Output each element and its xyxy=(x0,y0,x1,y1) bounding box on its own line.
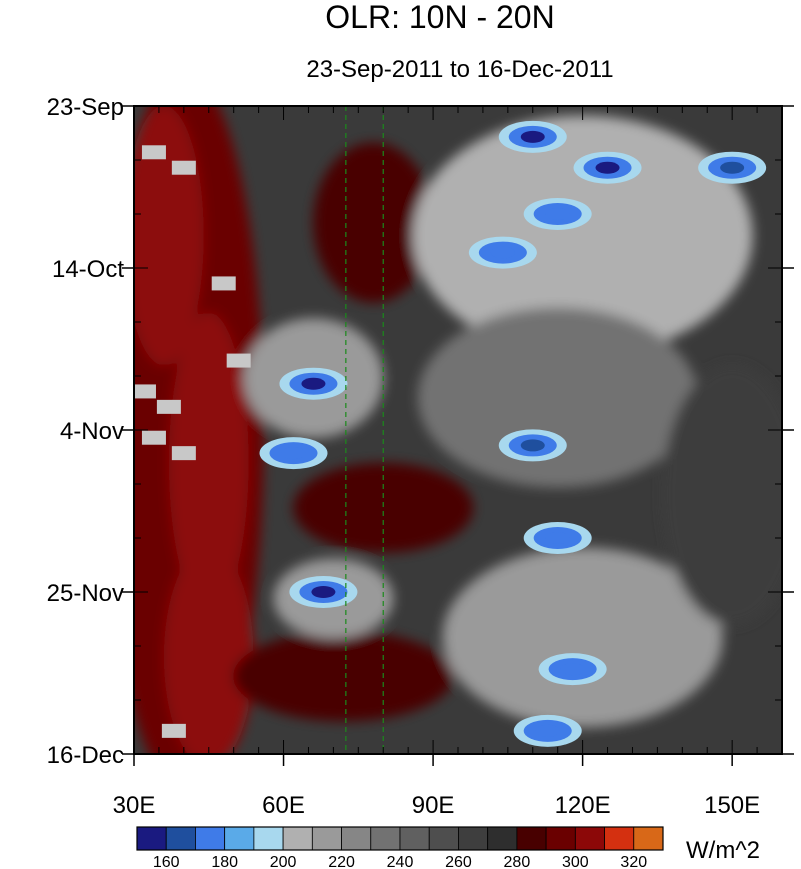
colorbar-swatch xyxy=(370,826,401,851)
feature-core xyxy=(535,724,560,737)
y-tick-label: 23-Sep xyxy=(47,94,124,121)
chart-title: OLR: 10N - 20N xyxy=(325,0,554,35)
colorbar-tick-label: 260 xyxy=(445,854,472,869)
missing-data-cell xyxy=(226,353,251,368)
missing-data-cell xyxy=(141,145,166,160)
field-region xyxy=(412,115,753,356)
x-tick-label: 90E xyxy=(412,792,455,819)
feature-core xyxy=(545,208,570,220)
field-region xyxy=(417,307,698,488)
field-region xyxy=(293,462,474,553)
colorbar-swatch xyxy=(545,826,576,851)
field-region xyxy=(168,312,249,613)
x-tick-label: 60E xyxy=(262,792,305,819)
field-region xyxy=(233,631,454,722)
y-axis: 23-Sep 14-Oct 4-Nov 25-Nov 16-Dec xyxy=(47,94,794,769)
colorbar-swatch xyxy=(136,826,167,851)
colorbar-swatch xyxy=(253,826,284,851)
colorbar-tick-label: 320 xyxy=(620,854,647,869)
colorbar: 160 180 200 220 240 260 280 300 320 xyxy=(136,826,664,869)
x-tick-label: 120E xyxy=(555,792,611,819)
colorbar-swatch xyxy=(458,826,489,851)
y-tick-label: 16-Dec xyxy=(47,742,124,769)
feature-core xyxy=(720,161,745,174)
colorbar-swatch xyxy=(574,826,605,851)
reference-lines xyxy=(345,106,384,754)
y-tick-label: 4-Nov xyxy=(60,418,124,445)
field-region xyxy=(313,142,434,303)
field-regions xyxy=(134,106,782,754)
heatmap-field xyxy=(134,106,782,754)
colorbar-swatch xyxy=(195,826,226,851)
feature-core xyxy=(281,447,306,460)
feature-core xyxy=(560,663,585,676)
missing-data-cell xyxy=(171,160,196,175)
colorbar-swatch xyxy=(224,826,255,851)
colorbar-frame xyxy=(136,826,664,851)
feature-core xyxy=(595,161,620,174)
missing-data-cell xyxy=(134,384,156,399)
convective-cores xyxy=(259,120,767,747)
colorbar-swatch xyxy=(428,826,459,851)
feature-core xyxy=(520,130,545,143)
colorbar-swatch xyxy=(516,826,547,851)
colorbar-swatch xyxy=(282,826,313,851)
colorbar-unit-label: W/m^2 xyxy=(686,837,760,864)
colorbar-swatch xyxy=(311,826,342,851)
missing-data-cell xyxy=(171,446,196,461)
colorbar-tick-label: 200 xyxy=(270,854,297,869)
y-tick-label: 14-Oct xyxy=(52,256,124,283)
colorbar-swatch xyxy=(399,826,430,851)
colorbar-tick-label: 280 xyxy=(504,854,531,869)
missing-data-cell xyxy=(156,399,181,414)
chart-subtitle: 23-Sep-2011 to 16-Dec-2011 xyxy=(306,56,613,83)
missing-data-cell xyxy=(161,723,186,738)
colorbar-tick-label: 220 xyxy=(328,854,355,869)
colorbar-swatch xyxy=(341,826,372,851)
colorbar-tick-label: 160 xyxy=(153,854,180,869)
x-tick-label: 30E xyxy=(113,792,156,819)
colorbar-tick-label: 300 xyxy=(562,854,589,869)
feature-core xyxy=(301,377,326,390)
y-tick-label: 25-Nov xyxy=(47,580,124,607)
colorbar-tick-label: 180 xyxy=(211,854,238,869)
field-region xyxy=(442,547,723,728)
colorbar-tick-label: 240 xyxy=(387,854,414,869)
field-region xyxy=(662,364,782,625)
colorbar-swatch xyxy=(487,826,518,851)
missing-data-cell xyxy=(141,430,166,445)
colorbar-swatch xyxy=(604,826,635,851)
missing-data-cell xyxy=(211,276,236,291)
colorbar-swatch xyxy=(165,826,196,851)
colorbar-swatch xyxy=(633,826,664,851)
missing-data-cells xyxy=(134,145,251,738)
field-region xyxy=(163,546,254,754)
feature-core xyxy=(545,532,570,544)
feature-core xyxy=(520,439,545,452)
feature-core xyxy=(490,246,515,259)
feature-core xyxy=(311,586,336,598)
x-tick-label: 150E xyxy=(704,792,760,819)
x-axis: 30E 60E 90E 120E 150E xyxy=(113,106,783,819)
